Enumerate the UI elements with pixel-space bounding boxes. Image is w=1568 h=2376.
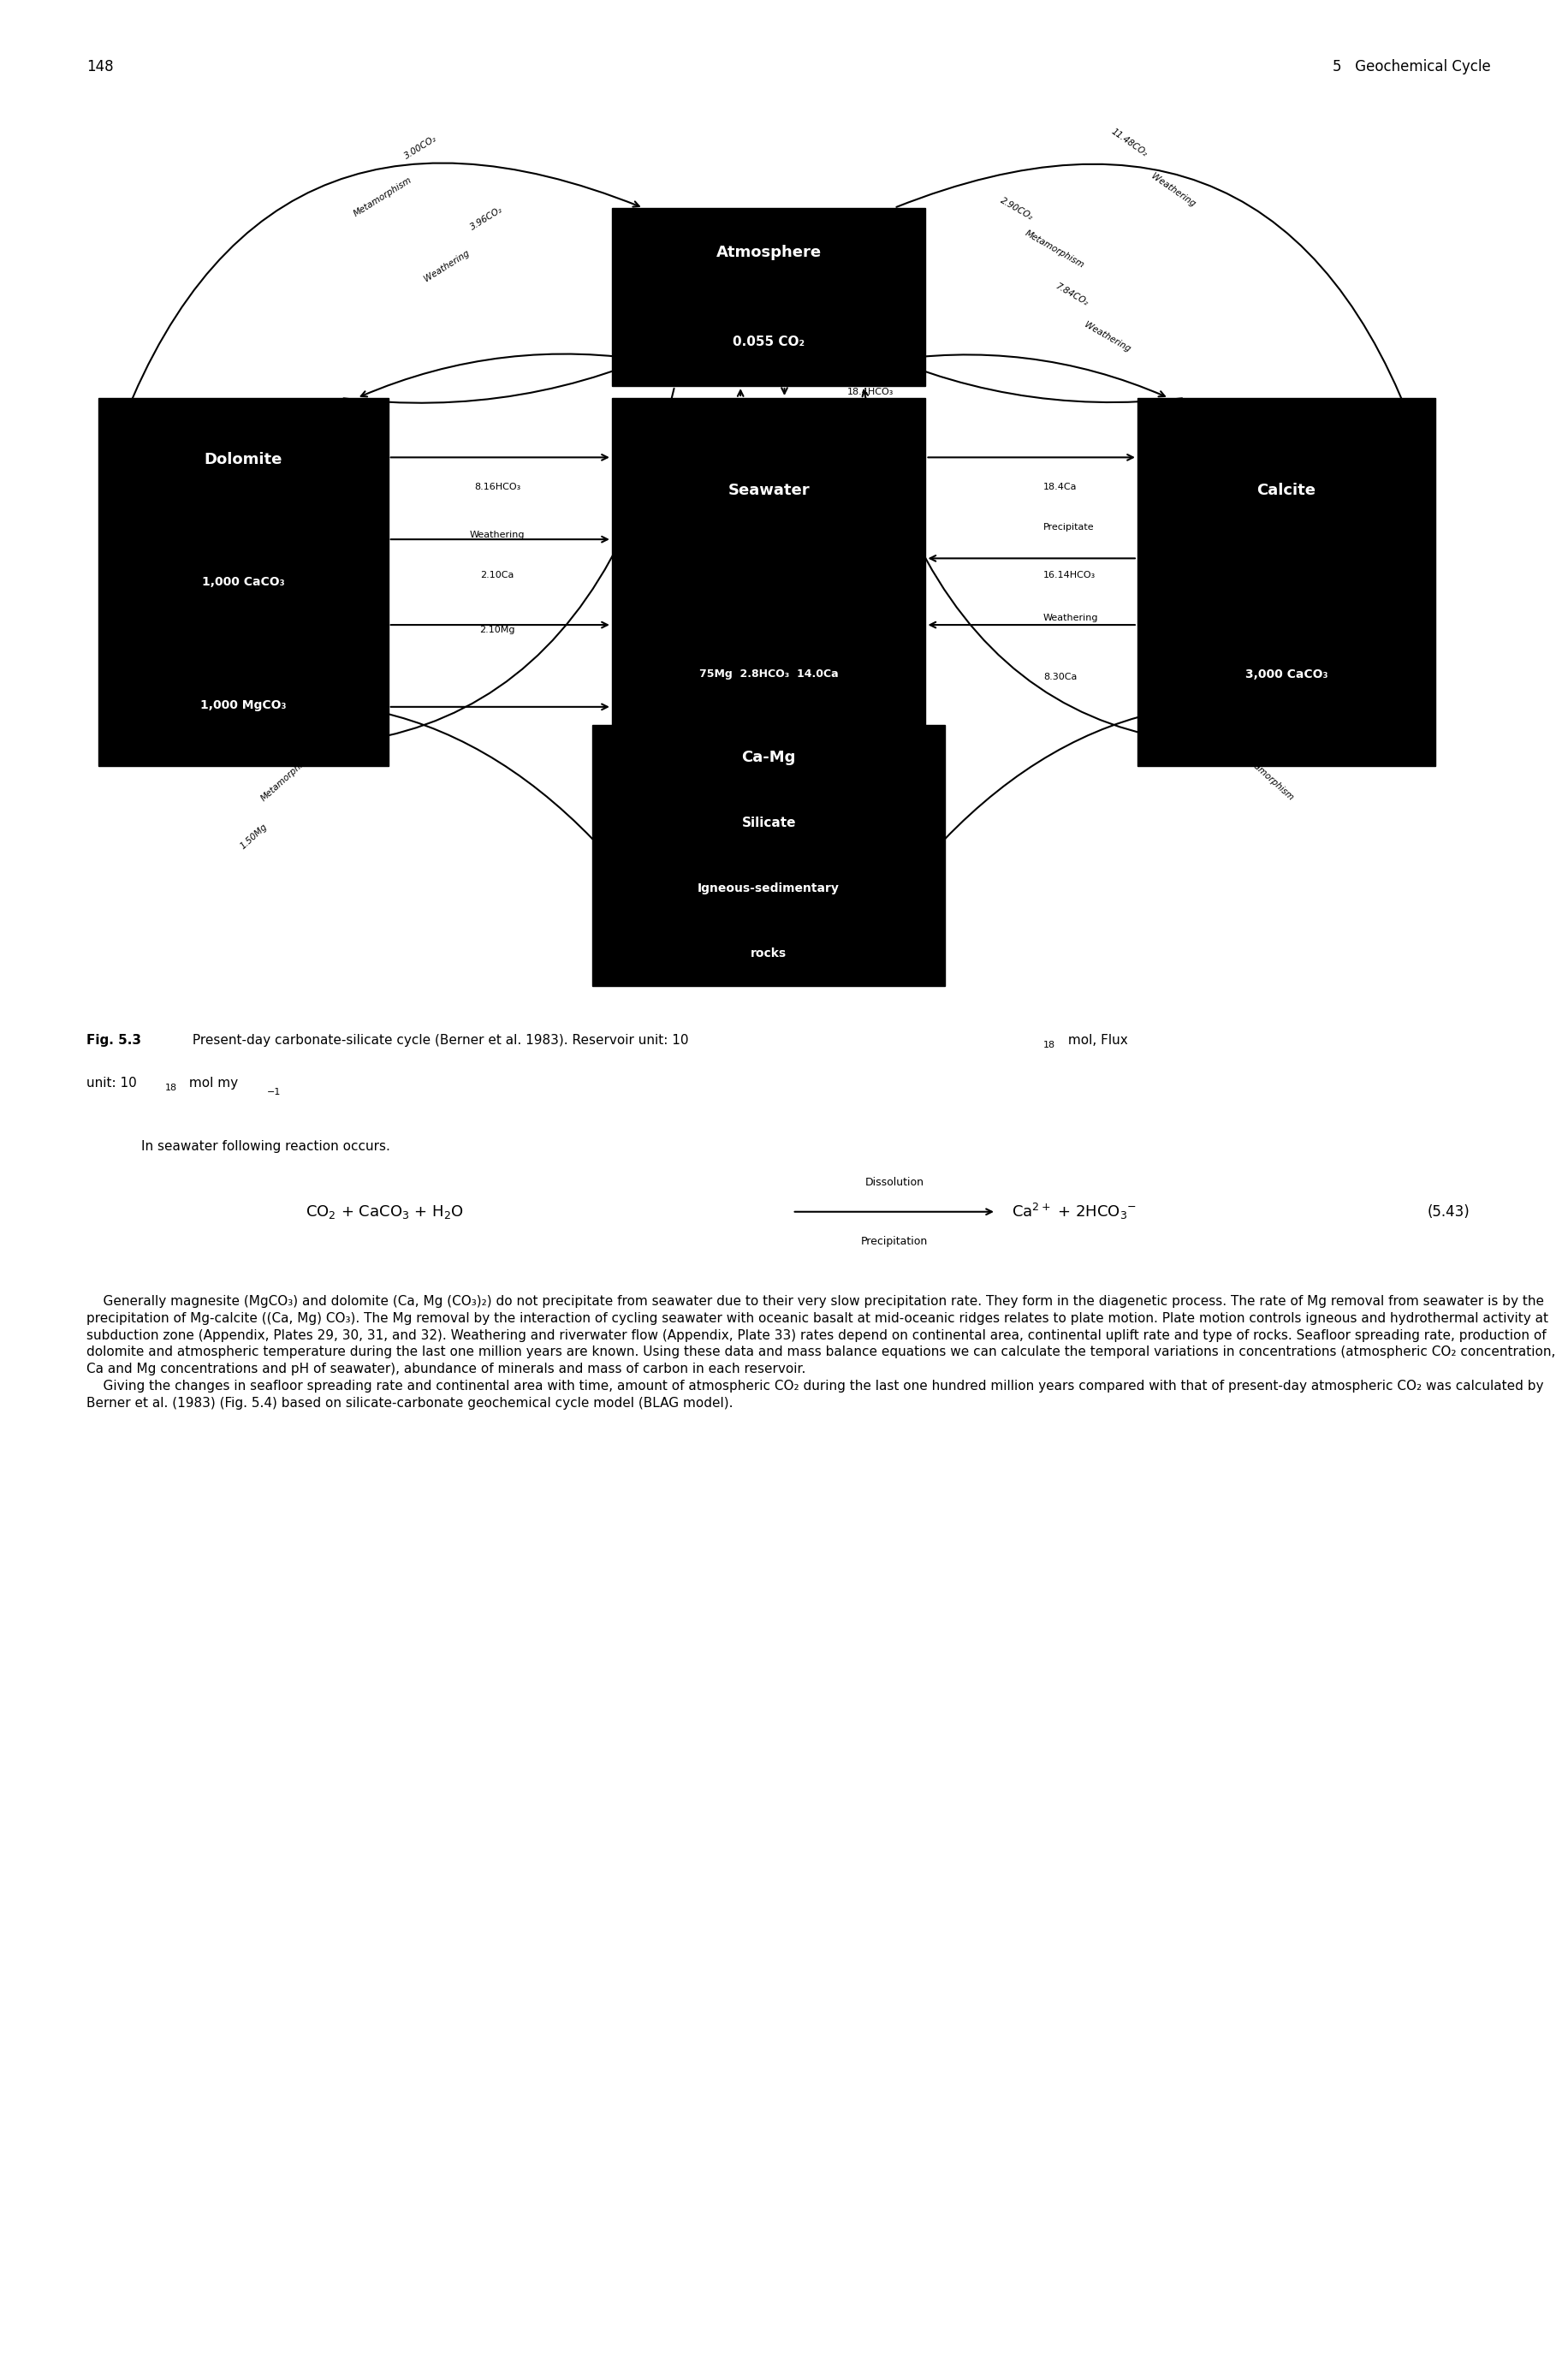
Text: 2.10Mg: 2.10Mg (480, 625, 514, 634)
Text: Metamorphism: Metamorphism (1239, 751, 1295, 803)
Text: 18: 18 (165, 1083, 177, 1093)
FancyBboxPatch shape (591, 725, 944, 986)
Text: Weathering: Weathering (1149, 171, 1196, 209)
Text: 2.90CO₂: 2.90CO₂ (999, 197, 1033, 221)
Text: Precipitate: Precipitate (1043, 523, 1094, 532)
Text: Ca-Mg: Ca-Mg (742, 751, 795, 765)
Text: Atmosphere: Atmosphere (715, 245, 822, 259)
Text: 2.80Ca: 2.80Ca (831, 703, 837, 732)
Text: 5.20Mg: 5.20Mg (659, 703, 665, 732)
Text: (5.43): (5.43) (1427, 1205, 1469, 1219)
Text: 2.90Ca: 2.90Ca (1212, 699, 1240, 727)
Text: 11.48 HCO₃: 11.48 HCO₃ (728, 696, 734, 739)
Text: 0.055 CO₂: 0.055 CO₂ (732, 335, 804, 347)
Text: 1,000 MgCO₃: 1,000 MgCO₃ (201, 699, 285, 710)
Text: 1,000 CaCO₃: 1,000 CaCO₃ (202, 575, 284, 589)
Text: 7.84CO₂: 7.84CO₂ (1054, 283, 1088, 307)
Text: 5.20Ca: 5.20Ca (693, 703, 699, 732)
Text: Weathering: Weathering (1082, 321, 1132, 354)
Text: mol, Flux: mol, Flux (1063, 1034, 1127, 1045)
Text: 8.16HCO₃: 8.16HCO₃ (474, 482, 521, 492)
Text: 3.00CO₂: 3.00CO₂ (403, 133, 437, 162)
Text: Precipitation: Precipitation (861, 1236, 927, 1247)
FancyBboxPatch shape (612, 399, 925, 765)
Text: 3.96CO₂: 3.96CO₂ (469, 204, 503, 233)
FancyBboxPatch shape (97, 399, 389, 765)
Text: −1: −1 (267, 1088, 281, 1098)
Text: Metamorphism: Metamorphism (259, 751, 315, 803)
Text: H.S.S.W. Cycling: H.S.S.W. Cycling (624, 687, 630, 748)
Text: Fig. 5.3: Fig. 5.3 (86, 1034, 141, 1045)
Text: Silicate: Silicate (742, 817, 795, 829)
FancyBboxPatch shape (1137, 399, 1435, 765)
Text: Weathering: Weathering (423, 249, 470, 283)
Text: 1.50Ca: 1.50Ca (307, 699, 336, 727)
FancyBboxPatch shape (612, 209, 925, 385)
Text: 2.10Ca: 2.10Ca (480, 570, 514, 580)
Text: 11.48CO₂: 11.48CO₂ (1109, 126, 1149, 159)
Text: Metamorphism: Metamorphism (1022, 228, 1085, 271)
Text: In seawater following reaction occurs.: In seawater following reaction occurs. (141, 1140, 390, 1152)
Text: Ca$^{2+}$ + 2HCO$_3$$^{-}$: Ca$^{2+}$ + 2HCO$_3$$^{-}$ (1011, 1202, 1137, 1221)
Text: 18: 18 (1043, 1041, 1055, 1050)
Text: 3,000 CaCO₃: 3,000 CaCO₃ (1245, 668, 1327, 680)
Text: 1.50Mg: 1.50Mg (238, 822, 270, 851)
Text: Dissolution: Dissolution (864, 1176, 924, 1188)
Text: Seawater: Seawater (728, 482, 809, 497)
Text: 17.38CO₂: 17.38CO₂ (704, 406, 713, 449)
Text: Generally magnesite (MgCO₃) and dolomite (Ca, Mg (CO₃)₂) do not precipitate from: Generally magnesite (MgCO₃) and dolomite… (86, 1295, 1554, 1409)
Text: Weathering: Weathering (797, 696, 803, 739)
Text: 3.10Mg: 3.10Mg (762, 703, 768, 732)
Text: Igneous-sedimentary: Igneous-sedimentary (698, 881, 839, 893)
Text: 18.4Ca: 18.4Ca (1043, 482, 1077, 492)
Text: Weathering: Weathering (469, 530, 525, 539)
Text: rocks: rocks (751, 948, 786, 960)
Text: CO$_2$ + CaCO$_3$ + H$_2$O: CO$_2$ + CaCO$_3$ + H$_2$O (306, 1202, 464, 1221)
Text: 18.4HCO₃: 18.4HCO₃ (847, 387, 894, 397)
Text: unit: 10: unit: 10 (86, 1076, 136, 1088)
Text: 5   Geochemical Cycle: 5 Geochemical Cycle (1331, 59, 1490, 74)
Text: Dolomite: Dolomite (204, 451, 282, 468)
Text: 148: 148 (86, 59, 113, 74)
Text: 75Mg  2.8HCO₃  14.0Ca: 75Mg 2.8HCO₃ 14.0Ca (699, 668, 837, 680)
Text: Calcite: Calcite (1256, 482, 1316, 497)
Text: 16.14HCO₃: 16.14HCO₃ (1043, 570, 1094, 580)
Text: Weathering: Weathering (1043, 613, 1098, 623)
Text: 8.30Ca: 8.30Ca (1043, 672, 1076, 682)
Text: Present-day carbonate-silicate cycle (Berner et al. 1983). Reservoir unit: 10: Present-day carbonate-silicate cycle (Be… (188, 1034, 688, 1045)
Text: Metamorphism: Metamorphism (351, 176, 414, 219)
Text: mol my: mol my (185, 1076, 238, 1088)
